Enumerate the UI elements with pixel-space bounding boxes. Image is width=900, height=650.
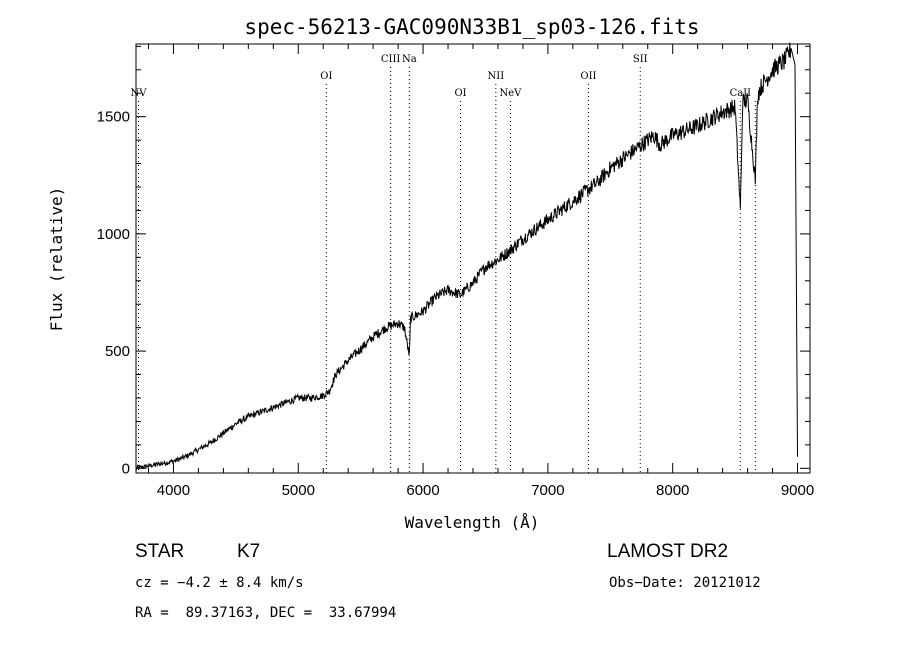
x-tick-label: 8000: [656, 482, 689, 499]
axes: 4000 5000 6000 7000 8000 9000 0 500 1000 1500: [97, 43, 814, 499]
sky-coordinates: RA = 89.37163, DEC = 33.67994: [135, 605, 397, 621]
y-tick-label: 500: [105, 343, 130, 360]
x-tick-label: 9000: [781, 482, 814, 499]
line-marker-label: CaII: [730, 88, 752, 99]
line-marker-label: SII: [633, 54, 648, 65]
line-marker-label: NII: [488, 71, 505, 82]
line-marker-label: OI: [454, 88, 466, 99]
x-tick-label: 6000: [406, 482, 439, 499]
y-axis-label: Flux (relative): [47, 187, 66, 332]
spectrum-series: [135, 42, 798, 471]
redshift-velocity: cz = −4.2 ± 8.4 km/s: [135, 575, 304, 591]
line-marker-label: NeV: [499, 88, 522, 99]
line-marker-label: CIII: [381, 54, 401, 65]
spectrum-line: [135, 42, 798, 471]
chart-title: spec-56213-GAC090N33B1_sp03-126.fits: [244, 15, 699, 39]
line-marker-label: OI: [320, 71, 332, 82]
y-tick-label: 1500: [97, 109, 130, 126]
object-class: STAR: [135, 541, 185, 562]
plot-frame: [135, 43, 811, 474]
line-marker-label: OII: [580, 71, 596, 82]
line-marker-label: Na: [402, 54, 417, 65]
x-axis-label: Wavelength (Å): [405, 513, 540, 532]
y-tick-label: 0: [122, 460, 130, 477]
observation-date: Obs−Date: 20121012: [609, 575, 761, 591]
x-tick-label: 5000: [282, 482, 315, 499]
survey-name: LAMOST DR2: [607, 541, 729, 562]
object-subclass: K7: [237, 541, 261, 562]
x-tick-label: 4000: [157, 482, 190, 499]
y-tick-label: 1000: [97, 226, 130, 243]
x-tick-label: 7000: [531, 482, 564, 499]
